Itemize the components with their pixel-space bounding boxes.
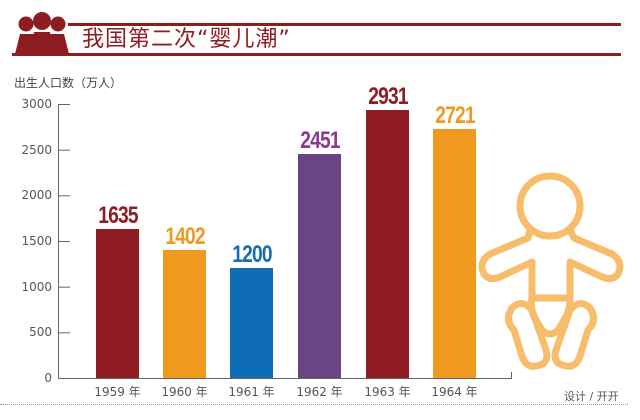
people-group-icon	[15, 12, 69, 54]
bar	[96, 228, 139, 378]
bar	[298, 154, 341, 378]
bar	[163, 249, 206, 378]
y-tick-label: 2500	[21, 142, 52, 157]
bar-value-label: 2451	[299, 127, 340, 155]
bar	[230, 268, 273, 378]
bar-value-label: 1635	[97, 201, 138, 229]
page-title: 我国第二次“婴儿潮”	[82, 27, 291, 52]
x-tick-label: 1960 年	[161, 385, 208, 399]
header-divider-bottom	[12, 53, 621, 56]
x-tick-label: 1963 年	[364, 385, 411, 399]
x-tick-label: 1964 年	[431, 385, 478, 399]
y-tick-label: 1500	[21, 234, 52, 248]
credit-text: 设计 / 开开	[564, 390, 619, 403]
y-tick-label: 3000	[21, 97, 52, 111]
y-tick-label: 2000	[21, 188, 52, 203]
bar-value-label: 1402	[164, 222, 205, 250]
bar	[366, 110, 409, 378]
header-divider-top	[68, 23, 621, 26]
bar-value-label: 2931	[367, 83, 408, 111]
x-tick-label: 1959 年	[94, 385, 141, 399]
bar-value-label: 2721	[434, 102, 475, 130]
y-tick-label: 500	[29, 325, 52, 340]
y-axis-label: 出生人口数（万人）	[14, 76, 123, 90]
y-tick-label: 0	[44, 371, 52, 385]
credit-divider	[0, 404, 628, 405]
bar-value-label: 1200	[231, 241, 272, 269]
x-tick-label: 1961 年	[228, 385, 275, 399]
bar	[433, 129, 476, 378]
y-tick-label: 1000	[21, 279, 52, 294]
x-tick-label: 1962 年	[296, 385, 343, 399]
baby-icon	[478, 172, 624, 370]
